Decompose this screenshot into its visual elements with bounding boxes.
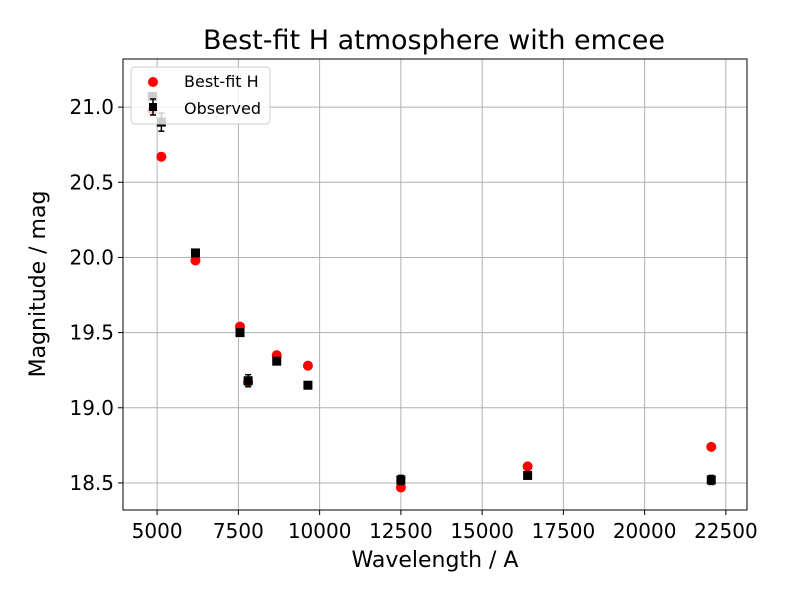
best-fit-point bbox=[190, 255, 201, 266]
y-tick-label: 19.5 bbox=[69, 321, 114, 345]
legend-marker-observed bbox=[149, 103, 157, 111]
x-tick-label: 20000 bbox=[613, 519, 677, 543]
y-axis-label: Magnitude / mag bbox=[26, 191, 51, 378]
observed-point bbox=[235, 328, 245, 338]
observed-point bbox=[706, 475, 716, 485]
x-tick-label: 15000 bbox=[450, 519, 514, 543]
y-tick-label: 21.0 bbox=[69, 95, 114, 119]
y-axis-ticks: 18.5 19.0 19.5 20.0 20.5 21.0 bbox=[69, 95, 123, 495]
observed-point bbox=[523, 470, 533, 480]
x-tick-label: 17500 bbox=[532, 519, 596, 543]
chart-title: Best-fit H atmosphere with emcee bbox=[203, 25, 665, 56]
x-tick-label: 12500 bbox=[369, 519, 433, 543]
x-tick-label: 5000 bbox=[132, 519, 183, 543]
legend-label-best-fit: Best-fit H bbox=[184, 72, 259, 91]
legend: Best-fit H Observed bbox=[130, 66, 271, 125]
observed-point bbox=[243, 376, 253, 386]
best-fit-point bbox=[706, 441, 717, 452]
best-fit-point bbox=[522, 461, 533, 472]
legend-box bbox=[130, 66, 271, 125]
best-fit-point bbox=[156, 151, 167, 162]
x-axis-label: Wavelength / A bbox=[352, 548, 519, 573]
observed-point bbox=[272, 356, 282, 366]
y-tick-label: 18.5 bbox=[69, 471, 114, 495]
grid bbox=[123, 59, 747, 510]
best-fit-point bbox=[302, 360, 313, 371]
y-tick-label: 19.0 bbox=[69, 396, 114, 420]
x-tick-label: 7500 bbox=[213, 519, 264, 543]
observed-point bbox=[303, 380, 313, 390]
legend-label-observed: Observed bbox=[184, 99, 261, 118]
x-tick-label: 10000 bbox=[288, 519, 352, 543]
observed-point bbox=[190, 248, 200, 258]
x-axis-ticks: 5000 7500 10000 12500 15000 17500 20000 22500 bbox=[132, 510, 758, 543]
y-tick-label: 20.0 bbox=[69, 245, 114, 269]
x-tick-label: 22500 bbox=[694, 519, 758, 543]
legend-marker-best-fit bbox=[148, 77, 158, 87]
plot-frame bbox=[122, 58, 748, 511]
y-tick-label: 20.5 bbox=[69, 170, 114, 194]
observed-point bbox=[396, 475, 406, 485]
